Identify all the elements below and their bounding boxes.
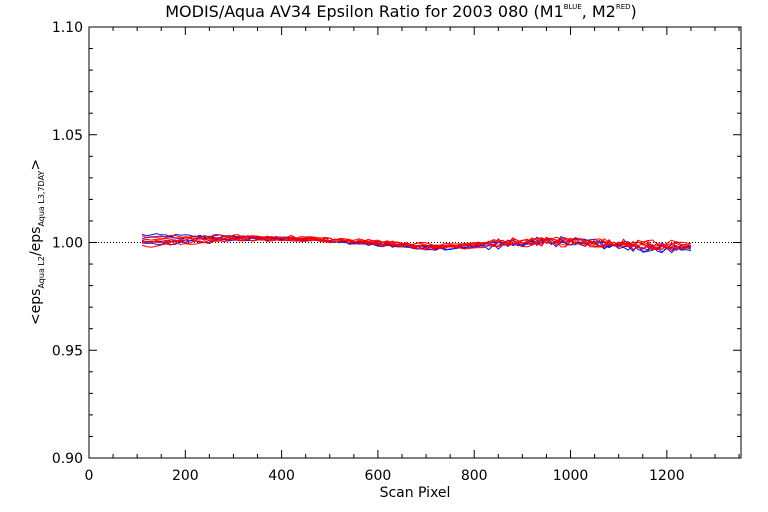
y-axis-label-p3: > <box>28 159 44 171</box>
x-tick-label: 200 <box>172 468 199 484</box>
chart-title-main: MODIS/Aqua AV34 Epsilon Ratio for 2003 0… <box>165 2 564 21</box>
y-axis-label-p1: <eps <box>28 289 44 326</box>
x-tick-label: 0 <box>85 468 94 484</box>
y-axis-label-sub2: Aqua L3,7DAY <box>37 171 46 227</box>
y-tick-label: 0.95 <box>52 343 83 359</box>
chart-title-mid: , M2 <box>582 2 616 21</box>
chart-title-sup-blue: BLUE <box>564 3 582 11</box>
y-tick-label: 0.90 <box>52 451 83 467</box>
axes: 0 200 400 600 800 1000 1200 0.90 0.95 1.00 1.05 1.1… <box>52 20 741 484</box>
chart-title: MODIS/Aqua AV34 Epsilon Ratio for 2003 0… <box>165 2 637 21</box>
chart-title-end: ) <box>631 2 637 21</box>
y-tick-label: 1.00 <box>52 236 83 252</box>
y-axis-label-sub1: Aqua L2 <box>37 256 46 288</box>
chart-title-sup-red: RED <box>616 3 631 11</box>
x-axis-label: Scan Pixel <box>380 485 451 501</box>
y-tick-label: 1.05 <box>52 128 83 144</box>
x-tick-label: 600 <box>365 468 392 484</box>
x-tick-label: 1000 <box>553 468 589 484</box>
series-line-red <box>141 234 691 248</box>
x-tick-label: 800 <box>461 468 488 484</box>
y-axis-label-p2: /eps <box>28 227 44 257</box>
plot-frame <box>88 26 742 459</box>
y-axis-label: <epsAqua L2/epsAqua L3,7DAY> <box>28 159 46 325</box>
x-tick-label: 400 <box>268 468 295 484</box>
series-group <box>141 233 692 254</box>
series-line-red <box>141 235 692 251</box>
x-tick-label: 1200 <box>649 468 685 484</box>
y-tick-label: 1.10 <box>52 20 83 36</box>
